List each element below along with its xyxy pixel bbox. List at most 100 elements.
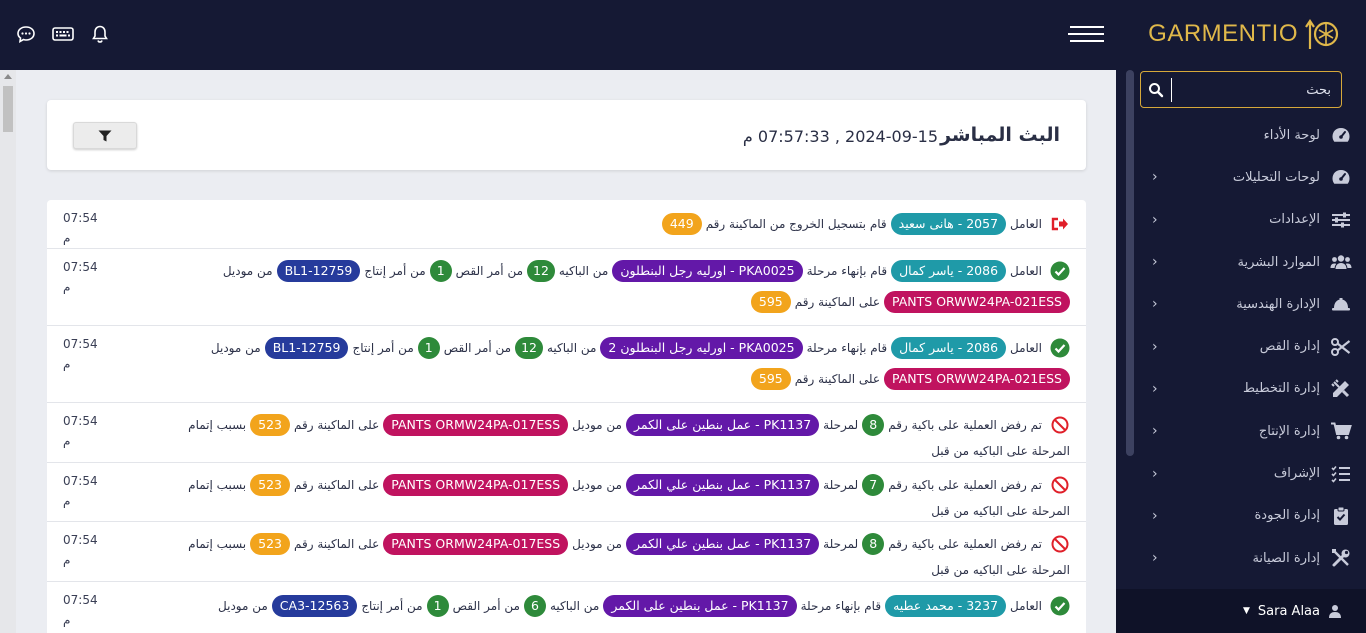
sidebar-item-2[interactable]: › الإعدادات [1140,199,1352,241]
badge-purple[interactable]: PK1137 - عمل بنطين علي الكمر [625,533,820,555]
message-text: من أمر إنتاج [352,341,414,355]
sidebar-scrollbar[interactable] [1126,70,1134,460]
page-scrollbar[interactable] [0,70,16,633]
sidebar-item-6[interactable]: › إدارة التخطيط [1140,368,1352,410]
sidebar-item-label: إدارة القص [1259,339,1320,355]
message-text: من أمر القص [455,264,524,278]
feed-row-time: 07:54 م [63,471,98,511]
feed-row: 07:54 م تم رفض العملية على باكية رقم 8 لمرحل… [47,522,1086,582]
message-text: لمرحلة [823,537,859,551]
search-icon[interactable] [1148,82,1164,98]
time-value: 07:54 [63,414,98,428]
chevron-icon: › [1152,465,1158,482]
badge-orange[interactable]: 449 [661,213,702,235]
time-period: م [63,494,71,508]
badge-teal[interactable]: 2086 - ياسر كمال [891,337,1007,359]
message-text: من موديل [572,478,622,492]
badge-crimson[interactable]: PANTS ORWW24PA-021ESS [884,368,1070,390]
badge-green[interactable]: 1 [429,260,452,282]
badge-purple[interactable]: PK1137 - عمل بنطين علي الكمر [625,474,820,496]
bell-icon[interactable] [90,24,110,44]
users-icon [1330,251,1352,273]
badge-green[interactable]: 8 [862,533,885,555]
message-text: تم رفض العملية على باكية رقم [888,537,1042,551]
feed-row-time: 07:54 م [63,334,98,374]
badge-teal[interactable]: 2057 - هانى سعيد [890,213,1007,235]
top-bar: GARMENTIO [0,0,1366,70]
user-menu[interactable]: ▼ Sara Alaa [1116,589,1366,633]
message-text: من الباكيه [549,599,600,613]
badge-crimson[interactable]: PANTS ORMW24PA-017ESS [383,474,569,496]
message-text: المرحلة على الباكيه من قبل [931,563,1070,577]
badge-orange[interactable]: 595 [750,368,791,390]
badge-teal[interactable]: 2086 - ياسر كمال [891,260,1007,282]
checklist-icon [1330,463,1352,485]
message-text: على الماكينة رقم [293,478,380,492]
sidebar-item-5[interactable]: › إدارة القص [1140,325,1352,367]
sidebar-item-9[interactable]: › إدارة الجودة [1140,495,1352,537]
message-text: بسبب إتمام [188,478,247,492]
logo[interactable]: GARMENTIO [1148,16,1342,52]
badge-orange[interactable]: 523 [250,474,290,496]
time-period: م [63,357,71,371]
scroll-up-icon[interactable] [4,74,12,79]
time-value: 07:54 [63,533,98,547]
sidebar-item-3[interactable]: › الموارد البشرية [1140,241,1352,283]
badge-green[interactable]: 1 [417,337,440,359]
badge-navy[interactable]: BL1-12759 [276,260,361,282]
live-feed-header: البث المباشر 2024-09-15 , 07:57:33 م [47,100,1086,170]
chat-icon[interactable] [16,24,36,44]
badge-crimson[interactable]: PANTS ORWW24PA-021ESS [884,291,1070,313]
sidebar-item-label: لوحة الأداء [1263,127,1320,143]
tools-icon [1330,547,1352,569]
sidebar-item-7[interactable]: › إدارة الإنتاج [1140,410,1352,452]
sidebar-item-label: الإدارة الهندسية [1236,296,1320,312]
badge-navy[interactable]: CA3-12563 [271,595,358,617]
sliders-icon [1330,209,1352,231]
logo-icon [1305,19,1339,49]
sidebar-item-1[interactable]: › لوحات التحليلات [1140,156,1352,198]
badge-green[interactable]: 6 [523,595,546,617]
sidebar-item-4[interactable]: › الإدارة الهندسية [1140,283,1352,325]
logout-icon [1050,214,1070,234]
sidebar-item-8[interactable]: › الإشراف [1140,452,1352,494]
badge-orange[interactable]: 523 [250,414,290,436]
feed-row-time: 07:54 م [63,257,98,297]
search-input[interactable] [1171,78,1335,102]
sidebar-item-10[interactable]: › إدارة الصيانة [1140,537,1352,579]
feed-row-message: تم رفض العملية على باكية رقم 8 لمرحلة PK113… [188,532,1070,582]
message-text: من الباكيه [547,341,597,355]
keyboard-icon[interactable] [52,24,74,44]
badge-purple[interactable]: PK1137 - عمل بنطين على الكمر [603,595,797,617]
scrollbar-thumb[interactable] [3,86,13,132]
badge-crimson[interactable]: PANTS ORMW24PA-017ESS [383,414,569,436]
badge-green[interactable]: 8 [862,414,885,436]
badge-green[interactable]: 12 [515,337,543,359]
badge-purple[interactable]: PK1137 - عمل بنطين على الكمر [625,414,820,436]
filter-button[interactable] [73,122,137,149]
badge-green[interactable]: 12 [527,260,555,282]
message-line: العامل 2086 - ياسر كمال قام بإنهاء مرحلة PK… [223,259,1070,283]
badge-green[interactable]: 7 [862,474,885,496]
badge-green[interactable]: 1 [426,595,449,617]
chevron-icon: › [1152,423,1158,440]
feed-row: 07:54 م العامل 2086 - ياسر كمال قام بإنهاء م… [47,326,1086,403]
badge-purple[interactable]: PKA0025 - اورليه رجل البنطلون [612,260,803,282]
speedometer-icon [1330,166,1352,188]
sidebar-item-label: الإشراف [1273,466,1320,482]
feed-row-time: 07:54 م [63,530,98,570]
chevron-icon: › [1152,550,1158,567]
message-text: من موديل [572,418,622,432]
message-text: العامل [1010,264,1042,278]
badge-orange[interactable]: 595 [750,291,791,313]
message-text: على الماكينة رقم [794,372,881,386]
badge-purple[interactable]: PKA0025 - اورليه رجل البنطلون 2 [600,337,803,359]
badge-crimson[interactable]: PANTS ORMW24PA-017ESS [383,533,569,555]
message-line: المرحلة على الباكيه من قبل [188,439,1070,463]
badge-teal[interactable]: 3237 - محمد عطيه [885,595,1007,617]
badge-orange[interactable]: 523 [250,533,290,555]
message-text: من أمر القص [452,599,520,613]
sidebar-item-0[interactable]: لوحة الأداء [1140,114,1352,156]
badge-navy[interactable]: BL1-12759 [264,337,349,359]
menu-toggle-button[interactable] [1068,26,1104,44]
